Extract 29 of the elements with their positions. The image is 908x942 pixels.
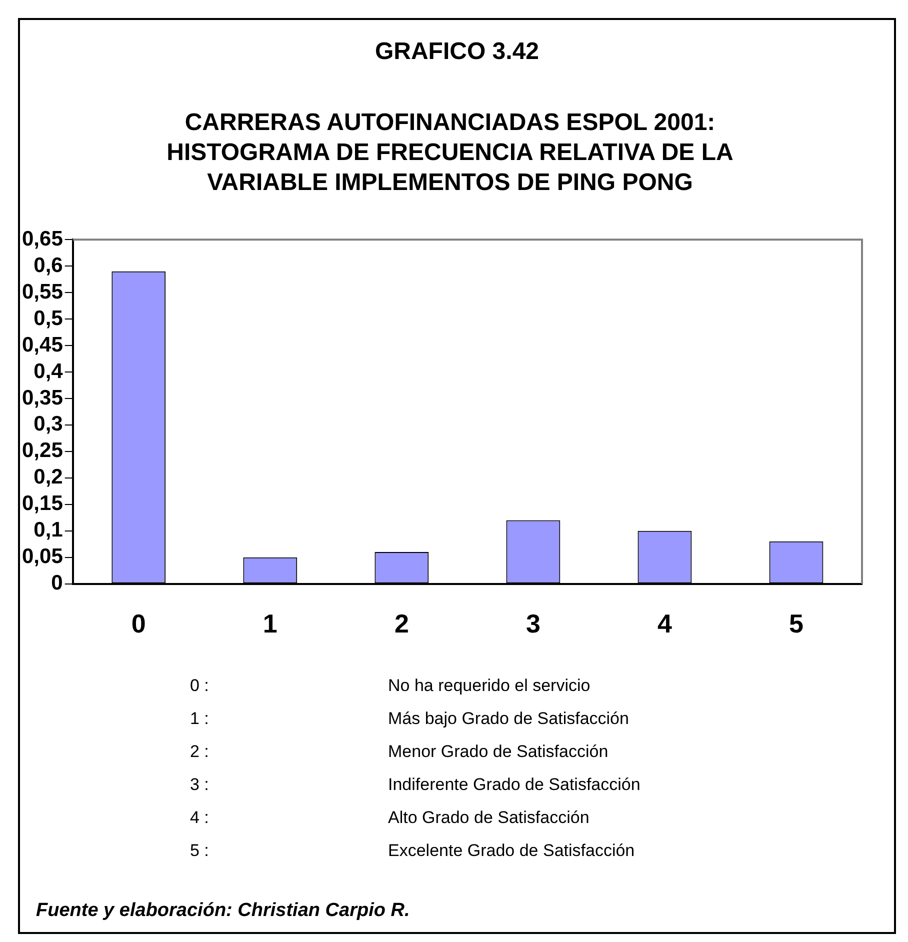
source-note: Fuente y elaboración: Christian Carpio R. <box>36 900 410 922</box>
text: 4 : Alto Grado de Satisfacción <box>190 808 590 827</box>
y-tick-label: 0,4 <box>34 360 64 383</box>
y-tick-label: 0,65 <box>22 227 64 250</box>
y-tick-label: 0,3 <box>34 412 63 436</box>
text: 0 : No ha requerido el servicio <box>190 676 590 695</box>
text: 2 : Menor Grado de Satisfacción <box>190 742 608 761</box>
x-tick-label: 4 <box>657 608 672 639</box>
x-tick-label: 2 <box>394 608 409 639</box>
text: 3 : Indiferente Grado de Satisfacción <box>190 775 640 794</box>
y-tick-label: 0,35 <box>22 386 64 410</box>
text: 5 : Excelente Grado de Satisfacción <box>190 841 635 860</box>
x-tick-label: 3 <box>526 608 540 639</box>
y-tick-label: 0,2 <box>34 466 63 489</box>
text: 1 : Más bajo Grado de Satisfacción <box>190 709 629 728</box>
x-tick-label: 1 <box>262 608 278 639</box>
y-tick-label: 0,5 <box>34 306 64 330</box>
y-tick-label: 0,6 <box>34 254 63 277</box>
x-tick-label: 5 <box>789 608 804 639</box>
chart-title: GRAFICO 3.42 <box>374 38 540 66</box>
y-tick-label: 0,55 <box>22 280 64 304</box>
chart-subtitle: CARRERAS AUTOFINANCIADAS ESPOL 2001: HISTOGRAMA DE FRECUENCIA RELATIVA DE LA VARIABLE IMPLEMENTOS DE PING PONG <box>166 108 734 198</box>
y-tick-label: 0 <box>51 572 63 595</box>
y-tick-label: 0,45 <box>22 333 64 356</box>
y-tick-label: 0,05 <box>22 545 64 568</box>
y-tick-label: 0,15 <box>22 492 64 516</box>
x-tick-label: 0 <box>131 608 146 639</box>
y-tick-label: 0,1 <box>34 518 64 542</box>
y-tick-label: 0,25 <box>22 439 64 462</box>
